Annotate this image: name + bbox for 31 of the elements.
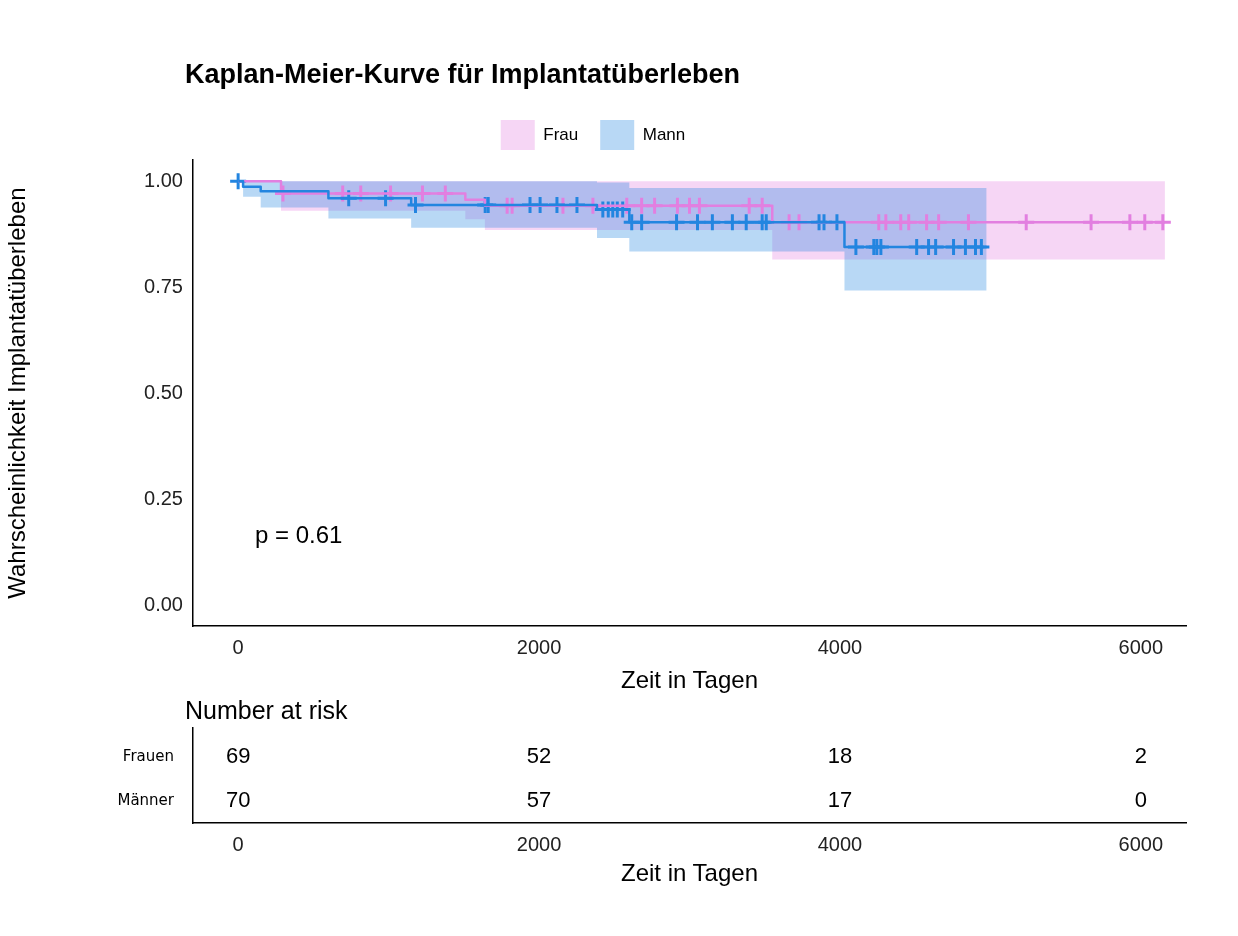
x-tick-label: 6000 [1118, 832, 1164, 855]
y-tick-label: 0.50 [144, 380, 183, 403]
data-label: 18 [827, 742, 853, 768]
x-axis-title: Zeit in Tagen [621, 666, 758, 694]
chart-title: Number at risk [185, 695, 349, 724]
x-tick-label: 2000 [516, 832, 562, 855]
x-tick-label: 6000 [1118, 635, 1164, 658]
x-tick-label: 2000 [516, 635, 562, 658]
y-tick-label: 0.00 [144, 592, 183, 615]
y-tick-label: 0.25 [144, 486, 183, 509]
x-tick-label: 4000 [817, 635, 863, 658]
y-tick-label: Männer [117, 790, 175, 809]
x-tick-label: 0 [232, 635, 244, 658]
data-label: 70 [225, 787, 251, 813]
legend-label: Frau [543, 124, 579, 144]
x-tick-label: 4000 [817, 832, 863, 855]
y-tick-label: 1.00 [144, 168, 183, 191]
data-label: 0 [1134, 787, 1147, 813]
data-label: 57 [526, 787, 552, 813]
legend-label: Mann [642, 124, 686, 144]
data-label: 17 [827, 787, 853, 813]
x-tick-label: 0 [232, 832, 244, 855]
data-label: 2 [1134, 742, 1147, 768]
y-tick-label: Frauen [122, 746, 174, 765]
data-label: 52 [526, 742, 552, 768]
annotation: p = 0.61 [255, 520, 343, 548]
chart-title: Kaplan-Meier-Kurve für Implantatüberleben [185, 59, 741, 90]
y-tick-label: 0.75 [144, 274, 183, 297]
data-label: 69 [225, 742, 251, 768]
x-axis-title: Zeit in Tagen [621, 859, 758, 887]
y-axis-title: Wahrscheinlichkeit Implantatüberleben [3, 187, 31, 599]
